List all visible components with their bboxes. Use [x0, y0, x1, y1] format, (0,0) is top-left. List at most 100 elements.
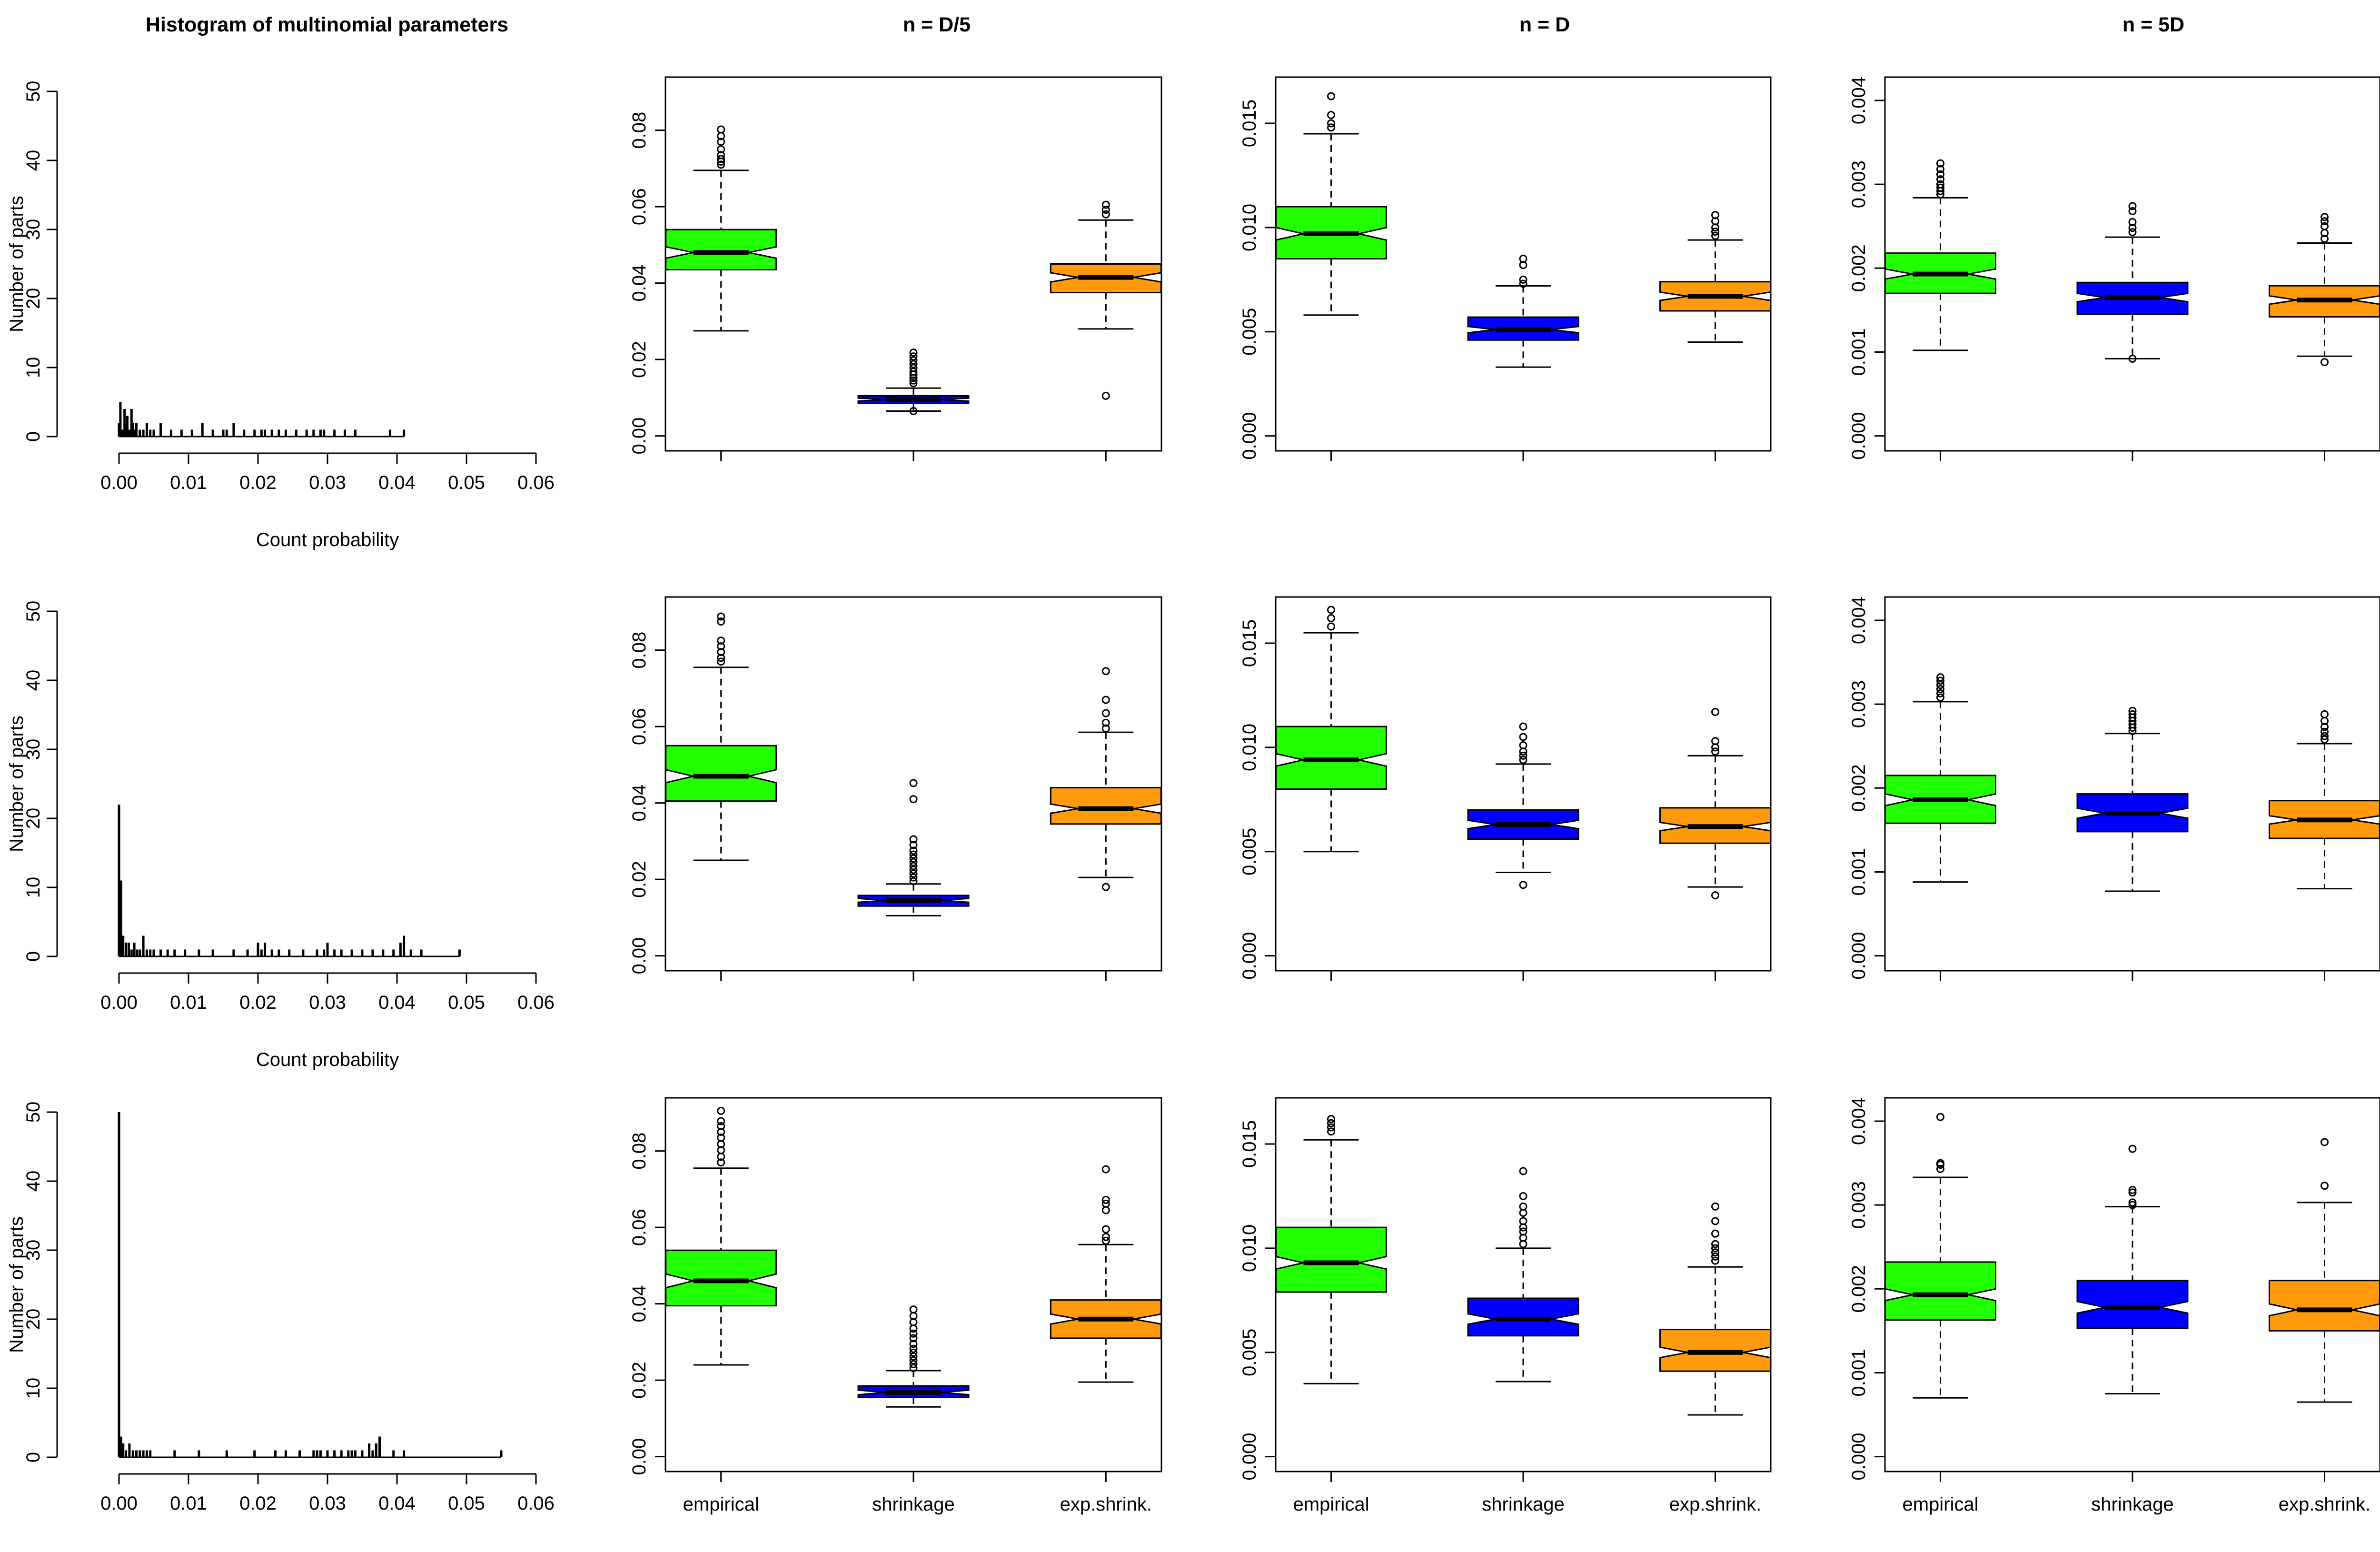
- y-tick-label: 0.005: [1239, 308, 1260, 356]
- y-tick-label: 0.001: [1848, 848, 1869, 895]
- y-tick-label: 0.010: [1239, 1224, 1260, 1272]
- outlier-point: [2128, 706, 2137, 715]
- outlier-point: [2320, 735, 2329, 744]
- outlier-point: [2128, 202, 2137, 210]
- outlier-point: [2128, 710, 2137, 718]
- y-tick-label: 0.004: [1848, 597, 1869, 644]
- y-tick-label: 10: [23, 357, 44, 378]
- box-body: [665, 229, 777, 271]
- y-tick-label: 0.06: [629, 708, 650, 745]
- y-tick-label: 0.005: [1239, 1329, 1260, 1376]
- outlier-point: [1101, 1195, 1110, 1204]
- box-shrinkage: shrinkage: [2076, 1144, 2189, 1515]
- outlier-point: [1936, 183, 1944, 192]
- outlier-point: [2128, 1198, 2137, 1207]
- panel-box-row2: 0.000 0.001 0.002 0.003 0.004: [1848, 596, 2380, 981]
- box-body: [1884, 1261, 1996, 1321]
- y-tick-label: 0.000: [1848, 1433, 1869, 1481]
- box-expshrink: [1659, 707, 1772, 981]
- y-tick-label: 0.000: [1239, 932, 1260, 980]
- outlier-point: [1327, 1127, 1335, 1136]
- outlier-point: [909, 379, 918, 388]
- outlier-point: [909, 1363, 918, 1372]
- outlier-point: [909, 364, 918, 372]
- outlier-point: [2128, 228, 2137, 237]
- outlier-point: [909, 873, 918, 882]
- outlier-point: [909, 1352, 918, 1361]
- outlier-point: [1519, 1192, 1527, 1200]
- outlier-point: [717, 617, 725, 626]
- 5d-column-title: n = 5D: [2122, 13, 2184, 36]
- outlier-point: [2128, 1185, 2137, 1194]
- box-expshrink: [1050, 200, 1162, 461]
- outlier-point: [717, 138, 725, 146]
- outlier-point: [2320, 723, 2329, 731]
- outlier-point: [1327, 1123, 1335, 1132]
- outlier-point: [1936, 159, 1944, 168]
- y-tick-label: 0.003: [1848, 1181, 1869, 1229]
- x-tick-label: 0.04: [378, 1493, 416, 1514]
- outlier-point: [909, 1356, 918, 1364]
- x-tick-label: empirical: [1902, 1494, 1978, 1515]
- outlier-point: [1936, 175, 1944, 184]
- outlier-point: [1711, 1240, 1720, 1248]
- y-tick-label: 0.00: [629, 937, 650, 975]
- box-empirical: [1884, 159, 1996, 461]
- outlier-point: [717, 1122, 725, 1130]
- outlier-point: [1936, 170, 1944, 179]
- outlier-point: [717, 648, 725, 657]
- outlier-point: [909, 854, 918, 863]
- outlier-point: [1711, 228, 1720, 236]
- outlier-point: [2320, 1138, 2329, 1146]
- outlier-point: [1711, 1252, 1720, 1261]
- outlier-point: [1101, 206, 1110, 214]
- outlier-point: [1711, 1256, 1720, 1265]
- outlier-point: [1936, 1159, 1944, 1167]
- y-tick-label: 0: [23, 1452, 44, 1462]
- outlier-point: [1519, 1202, 1527, 1211]
- outlier-point: [1936, 1113, 1944, 1121]
- box-empirical: empirical: [1884, 1113, 1996, 1515]
- outlier-point: [1519, 1227, 1527, 1236]
- outlier-point: [1519, 751, 1527, 760]
- outlier-point: [1711, 231, 1720, 240]
- y-tick-label: 0.004: [1848, 77, 1869, 124]
- outlier-point: [717, 160, 725, 169]
- outlier-point: [2320, 217, 2329, 226]
- y-tick-label: 0.005: [1239, 828, 1260, 875]
- outlier-point: [1101, 1225, 1110, 1234]
- hist-column-title: Histogram of multinomial parameters: [146, 13, 508, 36]
- x-tick-label: 0.00: [100, 1493, 138, 1514]
- y-tick-label: 0.015: [1239, 99, 1260, 147]
- outlier-point: [1936, 693, 1944, 702]
- y-tick-label: 0.08: [629, 1133, 650, 1170]
- box-expshrink: [1050, 667, 1162, 981]
- x-tick-label: 0.02: [239, 992, 277, 1013]
- y-tick-label: 0.04: [629, 1285, 650, 1323]
- d5-column-title: n = D/5: [903, 13, 971, 36]
- panel-bar-row2: 0.00 0.01 0.02 0.03 0.04 0.05 0.06 Count probab…: [6, 601, 555, 1070]
- outlier-point: [1327, 614, 1335, 623]
- outlier-point: [909, 352, 918, 361]
- outlier-point: [1936, 677, 1944, 685]
- y-tick-label: 0.002: [1848, 1265, 1869, 1313]
- d-column-title: n = D: [1519, 13, 1570, 36]
- y-tick-label: 20: [23, 808, 44, 829]
- outlier-point: [1711, 1244, 1720, 1253]
- outlier-point: [1101, 1199, 1110, 1208]
- x-axis-label: Count probability: [256, 1550, 399, 1552]
- y-tick-label: 0.000: [1848, 932, 1869, 980]
- outlier-point: [909, 1348, 918, 1357]
- y-tick-label: 40: [23, 150, 44, 171]
- outlier-point: [1101, 667, 1110, 676]
- outlier-point: [909, 846, 918, 855]
- y-tick-label: 40: [23, 1171, 44, 1192]
- outlier-point: [1711, 747, 1720, 756]
- y-axis-label: Number of parts: [6, 716, 27, 852]
- y-tick-label: 0.000: [1848, 412, 1869, 460]
- x-tick-label: 0.02: [239, 472, 277, 493]
- x-tick-label: 0.05: [448, 1493, 485, 1514]
- outlier-point: [1936, 180, 1944, 189]
- outlier-point: [2128, 218, 2137, 226]
- outlier-point: [1711, 1229, 1720, 1238]
